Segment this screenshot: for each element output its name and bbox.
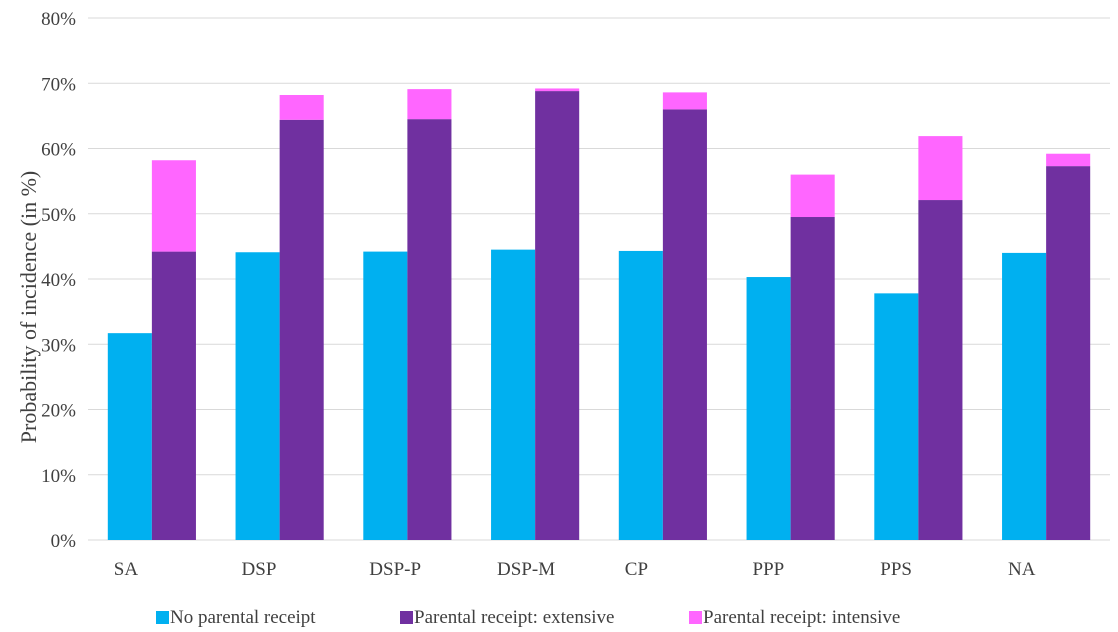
- bar-dsp-m-series-2: [535, 88, 580, 92]
- bar-sa-series-0: [107, 333, 152, 540]
- bar-dsp-m-series-1: [535, 91, 580, 540]
- y-tick-label: 50%: [41, 205, 76, 226]
- bar-dsp-p-series-1: [407, 119, 452, 540]
- x-tick-label: CP: [625, 559, 648, 580]
- bar-dsp-series-0: [235, 252, 280, 540]
- y-axis-label: Probability of incidence (in %): [16, 171, 41, 443]
- y-tick-label: 40%: [41, 270, 76, 291]
- y-tick-label: 30%: [41, 335, 76, 356]
- y-tick-label: 70%: [41, 74, 76, 95]
- y-tick-label: 0%: [51, 531, 77, 552]
- x-tick-label: PPS: [880, 559, 912, 580]
- y-tick-label: 60%: [41, 140, 76, 161]
- y-tick-label: 80%: [41, 9, 76, 30]
- x-tick-label: DSP-M: [497, 559, 555, 580]
- bar-ppp-series-1: [790, 217, 835, 540]
- x-tick-label: DSP-P: [369, 559, 421, 580]
- bar-dsp-p-series-0: [363, 251, 408, 540]
- bar-ppp-series-2: [790, 174, 835, 218]
- x-tick-label: NA: [1008, 559, 1036, 580]
- bar-pps-series-0: [874, 293, 919, 540]
- bar-ppp-series-0: [746, 277, 791, 540]
- legend-swatch: [689, 611, 702, 624]
- bar-cp-series-2: [662, 92, 707, 110]
- bar-dsp-m-series-0: [491, 249, 536, 540]
- bar-dsp-series-1: [279, 119, 324, 540]
- legend-label: Parental receipt: intensive: [703, 607, 900, 628]
- bar-cp-series-1: [662, 109, 707, 540]
- bars: [107, 88, 1091, 541]
- bar-dsp-series-2: [279, 94, 324, 120]
- bar-na-series-0: [1002, 252, 1047, 540]
- legend-label: No parental receipt: [170, 607, 316, 628]
- bar-na-series-1: [1046, 166, 1091, 540]
- legend-swatch: [400, 611, 413, 624]
- x-axis-tick-labels: SA DSP DSP-P DSP-M CP PPP PPS NA: [114, 559, 1036, 580]
- bar-pps-series-1: [918, 200, 963, 541]
- x-tick-label: PPP: [753, 559, 785, 580]
- legend: No parental receipt Parental receipt: ext…: [156, 607, 900, 628]
- y-axis-tick-labels: 0% 10% 20% 30% 40% 50% 60% 70% 80%: [41, 9, 76, 552]
- legend-label: Parental receipt: extensive: [414, 607, 614, 628]
- bar-cp-series-0: [618, 250, 663, 540]
- legend-swatch: [156, 611, 169, 624]
- x-tick-label: DSP: [242, 559, 277, 580]
- y-tick-label: 20%: [41, 401, 76, 422]
- bar-sa-series-2: [151, 160, 196, 252]
- bar-na-series-2: [1046, 153, 1091, 167]
- bar-dsp-p-series-2: [407, 89, 452, 120]
- bar-pps-series-2: [918, 136, 963, 201]
- x-tick-label: SA: [114, 559, 139, 580]
- bar-sa-series-1: [151, 251, 196, 540]
- y-tick-label: 10%: [41, 466, 76, 487]
